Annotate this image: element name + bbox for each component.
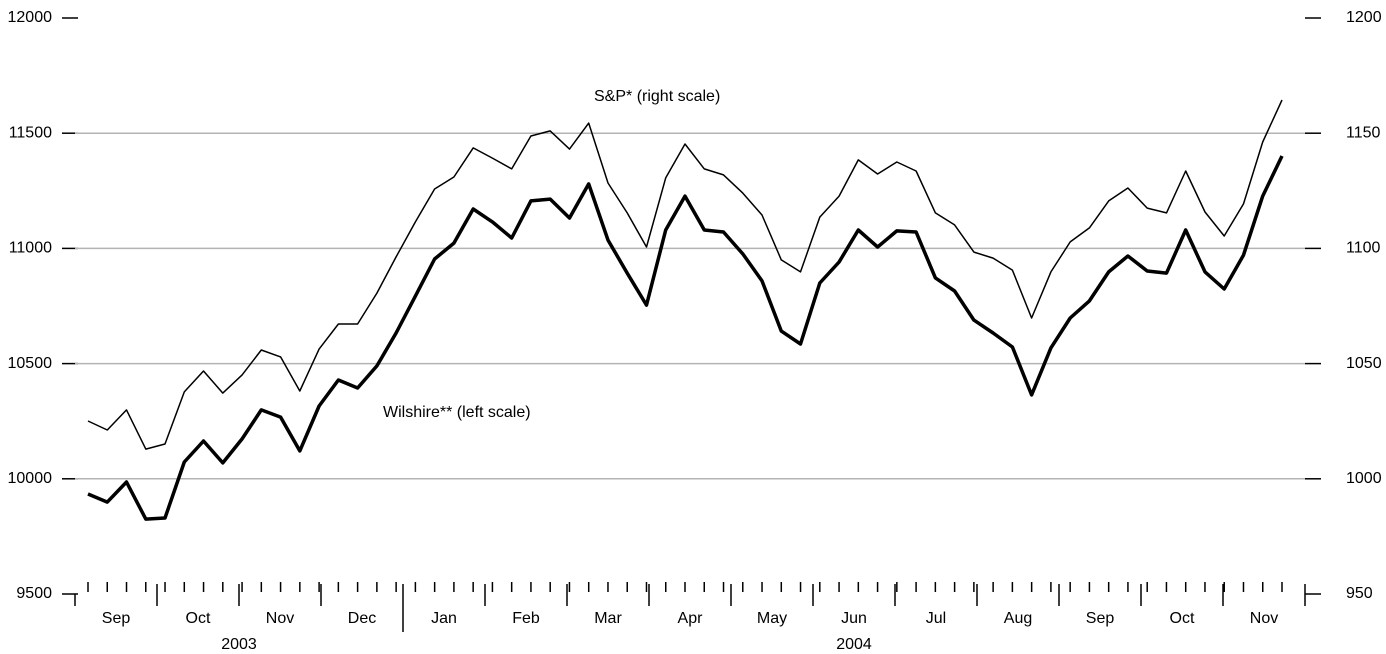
- year-label: 2003: [221, 636, 257, 653]
- y2-tick-label: 950: [1346, 585, 1373, 602]
- x-tick-label: May: [757, 610, 787, 627]
- x-tick-label: Oct: [1170, 610, 1195, 627]
- x-tick-label: Jun: [841, 610, 867, 627]
- y-tick-label: 11500: [9, 124, 52, 141]
- year-label: 2004: [836, 636, 872, 653]
- series-line: [87, 155, 1284, 521]
- x-tick-label: Sep: [1086, 610, 1115, 627]
- x-tick-label: Aug: [1004, 610, 1032, 627]
- x-tick-label: Dec: [348, 610, 376, 627]
- x-tick-label: Apr: [678, 610, 704, 627]
- y2-tick-label: 1050: [1346, 355, 1382, 372]
- x-tick-label: Jan: [431, 610, 457, 627]
- x-tick-label: Feb: [512, 610, 540, 627]
- x-tick-label: Sep: [102, 610, 131, 627]
- x-tick-label: Jul: [926, 610, 946, 627]
- y-tick-label: 10000: [8, 470, 53, 487]
- x-tick-label: Oct: [186, 610, 211, 627]
- series-line: [87, 99, 1283, 450]
- y2-tick-label: 1100: [1346, 240, 1381, 257]
- y2-tick-label: 1200: [1346, 9, 1382, 26]
- series-label: S&P* (right scale): [594, 88, 720, 105]
- x-tick-label: Nov: [266, 610, 294, 627]
- y-tick-label: 9500: [16, 585, 52, 602]
- y-tick-label: 11000: [9, 240, 52, 257]
- x-tick-label: Mar: [594, 610, 622, 627]
- series-label: Wilshire** (left scale): [383, 404, 531, 421]
- y2-tick-label: 1150: [1346, 124, 1381, 141]
- y-tick-label: 12000: [8, 9, 53, 26]
- x-tick-label: Nov: [1250, 610, 1278, 627]
- y2-tick-label: 1000: [1346, 470, 1382, 487]
- y-tick-label: 10500: [8, 355, 53, 372]
